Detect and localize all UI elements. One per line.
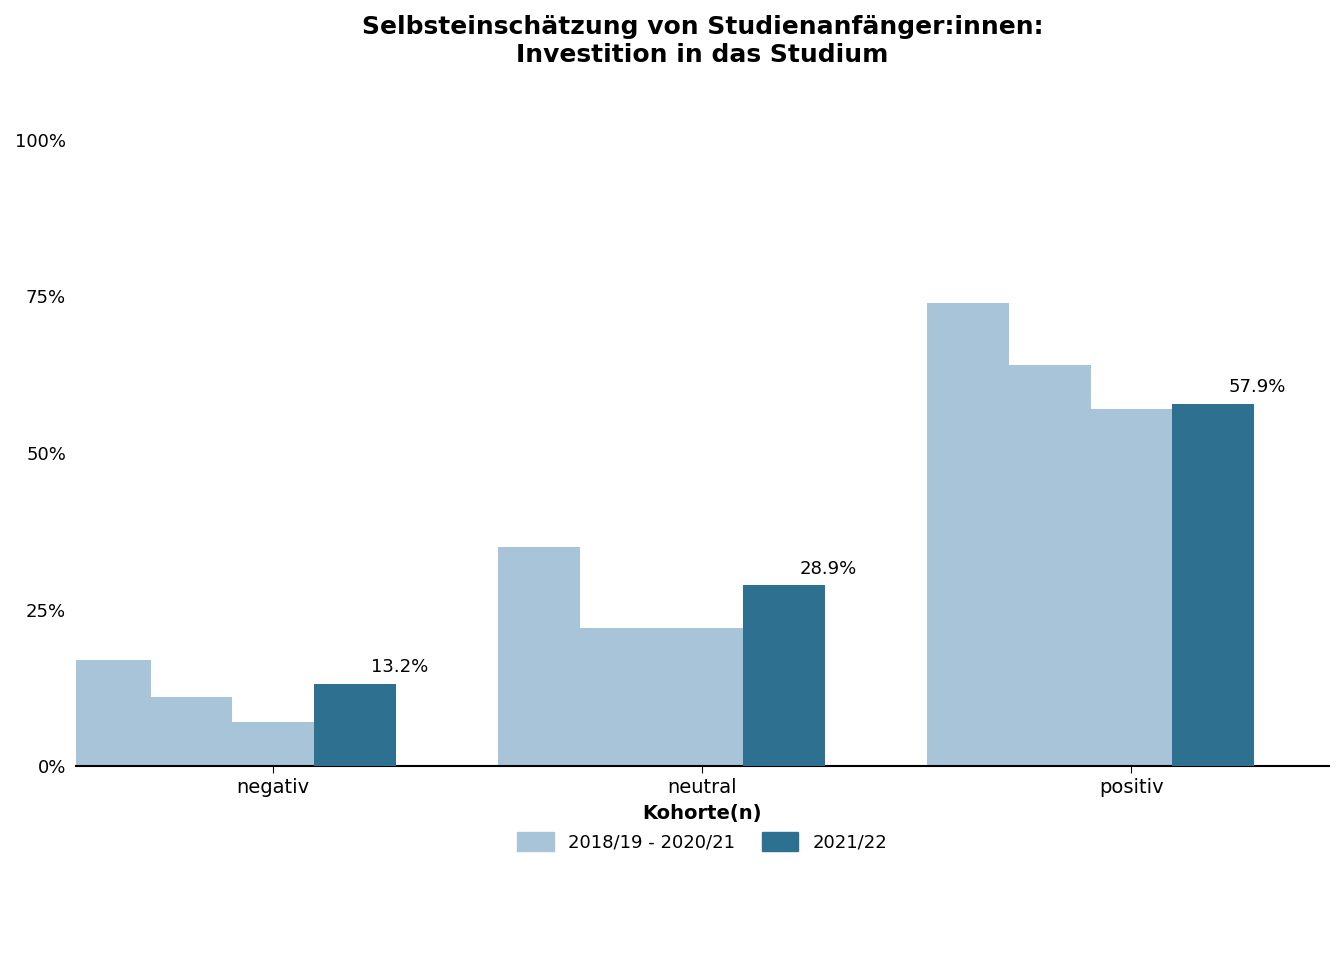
Bar xyxy=(579,629,661,766)
Text: 13.2%: 13.2% xyxy=(371,659,427,676)
Bar xyxy=(1090,409,1172,766)
Bar xyxy=(1009,366,1090,766)
Bar xyxy=(927,302,1009,766)
Bar xyxy=(1172,403,1254,766)
Bar xyxy=(314,684,396,766)
Bar xyxy=(743,586,825,766)
Bar xyxy=(661,629,743,766)
Bar xyxy=(69,660,151,766)
Legend: 2018/19 - 2020/21, 2021/22: 2018/19 - 2020/21, 2021/22 xyxy=(511,797,895,859)
Title: Selbsteinschätzung von Studienanfänger:innen:
Investition in das Studium: Selbsteinschätzung von Studienanfänger:i… xyxy=(362,15,1043,67)
Text: 57.9%: 57.9% xyxy=(1228,378,1286,396)
Bar xyxy=(151,697,233,766)
Bar xyxy=(233,723,314,766)
Text: 28.9%: 28.9% xyxy=(800,560,857,578)
Bar xyxy=(499,547,579,766)
